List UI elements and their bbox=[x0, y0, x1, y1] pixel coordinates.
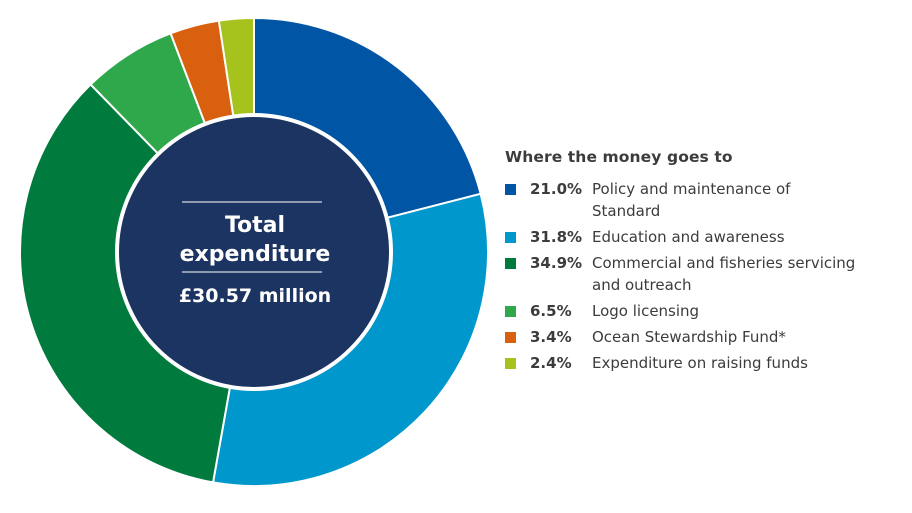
legend-item: 3.4% Ocean Stewardship Fund* bbox=[505, 326, 905, 348]
legend-value: 21.0% bbox=[530, 180, 583, 198]
legend-swatch bbox=[505, 258, 516, 269]
legend-swatch bbox=[505, 332, 516, 343]
legend-label: Commercial and fisheries servicing and o… bbox=[592, 254, 856, 294]
legend-value: 6.5% bbox=[530, 302, 572, 320]
donut-center-circle bbox=[115, 113, 393, 391]
legend-value: 2.4% bbox=[530, 354, 572, 372]
legend-swatch bbox=[505, 358, 516, 369]
legend-items: 21.0% Policy and maintenance of Standard 3… bbox=[505, 178, 905, 374]
legend-swatch bbox=[505, 184, 516, 195]
legend-swatch bbox=[505, 306, 516, 317]
legend-value: 3.4% bbox=[530, 328, 572, 346]
chart-legend: Where the money goes to 21.0% Policy and … bbox=[505, 148, 905, 378]
legend-value: 31.8% bbox=[530, 228, 583, 246]
center-title-line2: expenditure bbox=[180, 242, 331, 267]
legend-value: 34.9% bbox=[530, 254, 583, 272]
legend-swatch bbox=[505, 232, 516, 243]
legend-label: Policy and maintenance of Standard bbox=[592, 180, 791, 220]
legend-label: Ocean Stewardship Fund* bbox=[592, 328, 786, 346]
legend-item: 2.4% Expenditure on raising funds bbox=[505, 352, 905, 374]
legend-item: 6.5% Logo licensing bbox=[505, 300, 905, 322]
legend-item: 34.9% Commercial and fisheries servicing … bbox=[505, 252, 905, 296]
legend-label: Logo licensing bbox=[592, 302, 700, 320]
legend-label: Expenditure on raising funds bbox=[592, 354, 808, 372]
center-total-amount: £30.57 million bbox=[179, 285, 331, 307]
legend-label: Education and awareness bbox=[592, 228, 785, 246]
center-title-line1: Total bbox=[225, 213, 285, 238]
legend-title: Where the money goes to bbox=[505, 148, 733, 166]
legend-item: 21.0% Policy and maintenance of Standard bbox=[505, 178, 905, 222]
legend-item: 31.8% Education and awareness bbox=[505, 226, 905, 248]
